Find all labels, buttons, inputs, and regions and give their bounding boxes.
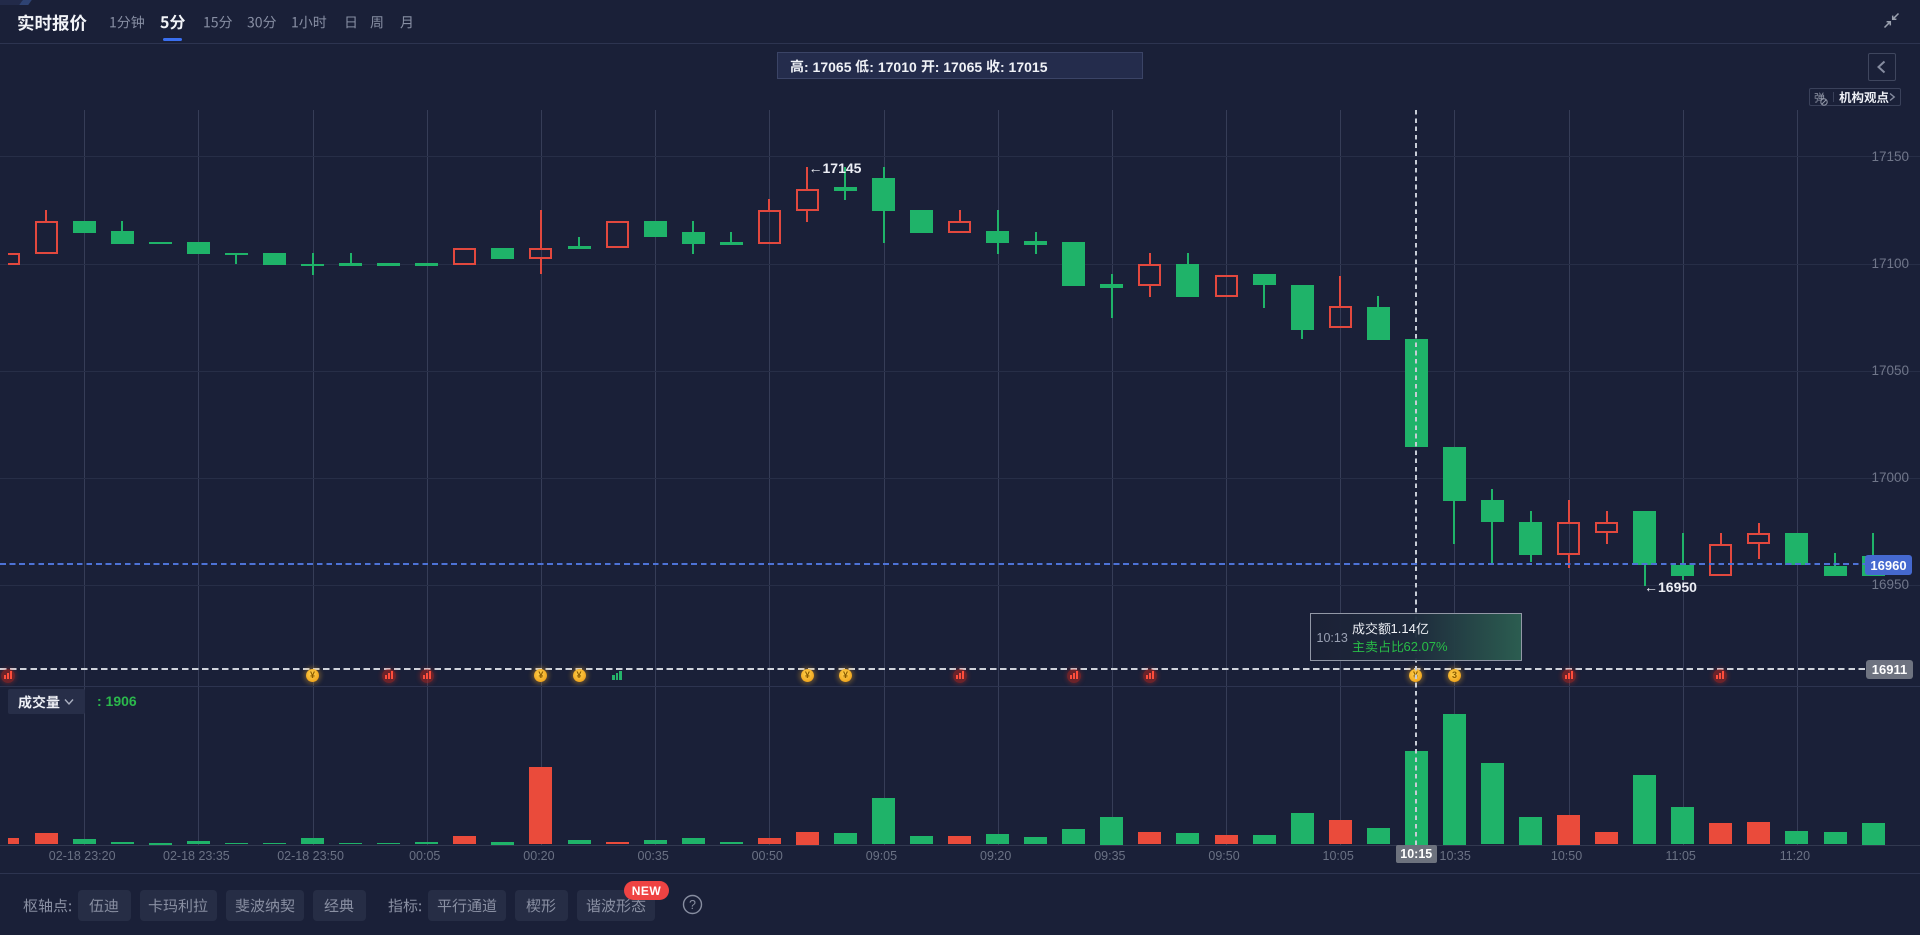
svg-text:?: ? [689, 898, 696, 912]
